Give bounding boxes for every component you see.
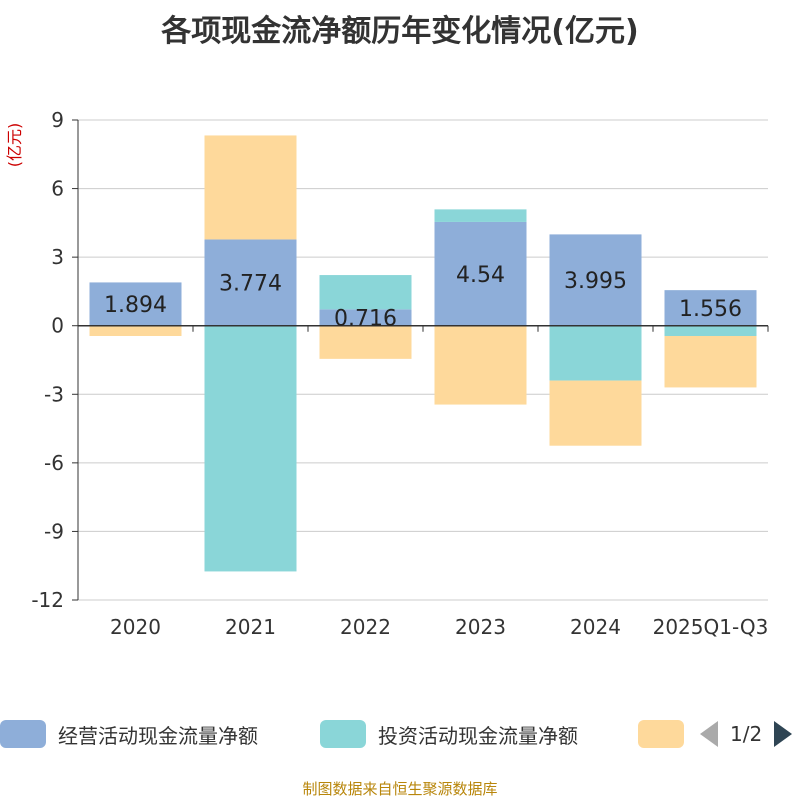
- x-tick-label: 2023: [455, 615, 506, 639]
- bar-segment: [319, 275, 412, 310]
- bar-segment: [89, 282, 182, 326]
- data-label: 3.995: [564, 269, 627, 294]
- legend-label: 经营活动现金流量净额: [58, 723, 258, 748]
- chart-title: 各项现金流净额历年变化情况(亿元): [161, 14, 639, 49]
- pager-prev-icon[interactable]: [700, 721, 718, 747]
- legend: 经营活动现金流量净额 投资活动现金流量净额 1/2: [0, 714, 800, 754]
- y-tick-label: 9: [51, 108, 64, 132]
- legend-item-investing[interactable]: 投资活动现金流量净额: [320, 714, 578, 754]
- chart-canvas: 9 6 3 0 -3 -6 -9 -12 (亿元) 2020 2021 2022 2023 2024 202…: [5, 108, 769, 639]
- data-label: 4.54: [456, 263, 505, 288]
- pager-text: 1/2: [730, 722, 763, 746]
- bar-segment: [434, 209, 527, 222]
- y-tick-label: -12: [31, 588, 64, 612]
- data-label: 3.774: [219, 272, 282, 297]
- x-tick-label: 2025Q1-Q3: [653, 615, 769, 639]
- x-tick-label: 2021: [225, 615, 276, 639]
- y-tick-label: -6: [44, 451, 64, 475]
- data-label: 0.716: [334, 307, 397, 332]
- y-axis-label: (亿元): [5, 123, 24, 168]
- bar-segment: [89, 325, 182, 336]
- bar-segment: [204, 325, 297, 572]
- x-tick-label: 2024: [570, 615, 621, 639]
- bar-segment: [204, 135, 297, 240]
- bar-segment: [434, 325, 527, 405]
- bar-segment: [664, 336, 757, 388]
- bar-segment: [664, 325, 757, 336]
- bar-segment: [204, 239, 297, 326]
- x-tick-label: 2022: [340, 615, 391, 639]
- y-tick-label: -3: [44, 382, 64, 406]
- pager-next-icon[interactable]: [774, 721, 793, 747]
- source-note: 制图数据来自恒生聚源数据库: [302, 780, 498, 798]
- y-tick-label: 0: [51, 314, 64, 338]
- bar-segment: [549, 234, 642, 326]
- legend-pager: 1/2: [700, 714, 793, 754]
- bar-segment: [319, 309, 412, 326]
- y-tick-label: 3: [51, 245, 64, 269]
- legend-swatch: [0, 720, 46, 748]
- bar-segment: [434, 221, 527, 326]
- x-tick-label: 2020: [110, 615, 161, 639]
- legend-item-financing[interactable]: [638, 714, 696, 754]
- y-tick-label: -9: [44, 519, 64, 543]
- legend-label: 投资活动现金流量净额: [378, 723, 578, 748]
- legend-swatch: [320, 720, 366, 748]
- y-tick-label: 6: [51, 177, 64, 201]
- data-label: 1.894: [104, 293, 167, 318]
- data-label: 1.556: [679, 297, 742, 322]
- bar-segment: [664, 290, 757, 326]
- bar-segment: [319, 325, 412, 359]
- legend-item-operating[interactable]: 经营活动现金流量净额: [0, 714, 258, 754]
- bar-segment: [549, 325, 642, 381]
- bar-segment: [549, 380, 642, 446]
- legend-swatch: [638, 720, 684, 748]
